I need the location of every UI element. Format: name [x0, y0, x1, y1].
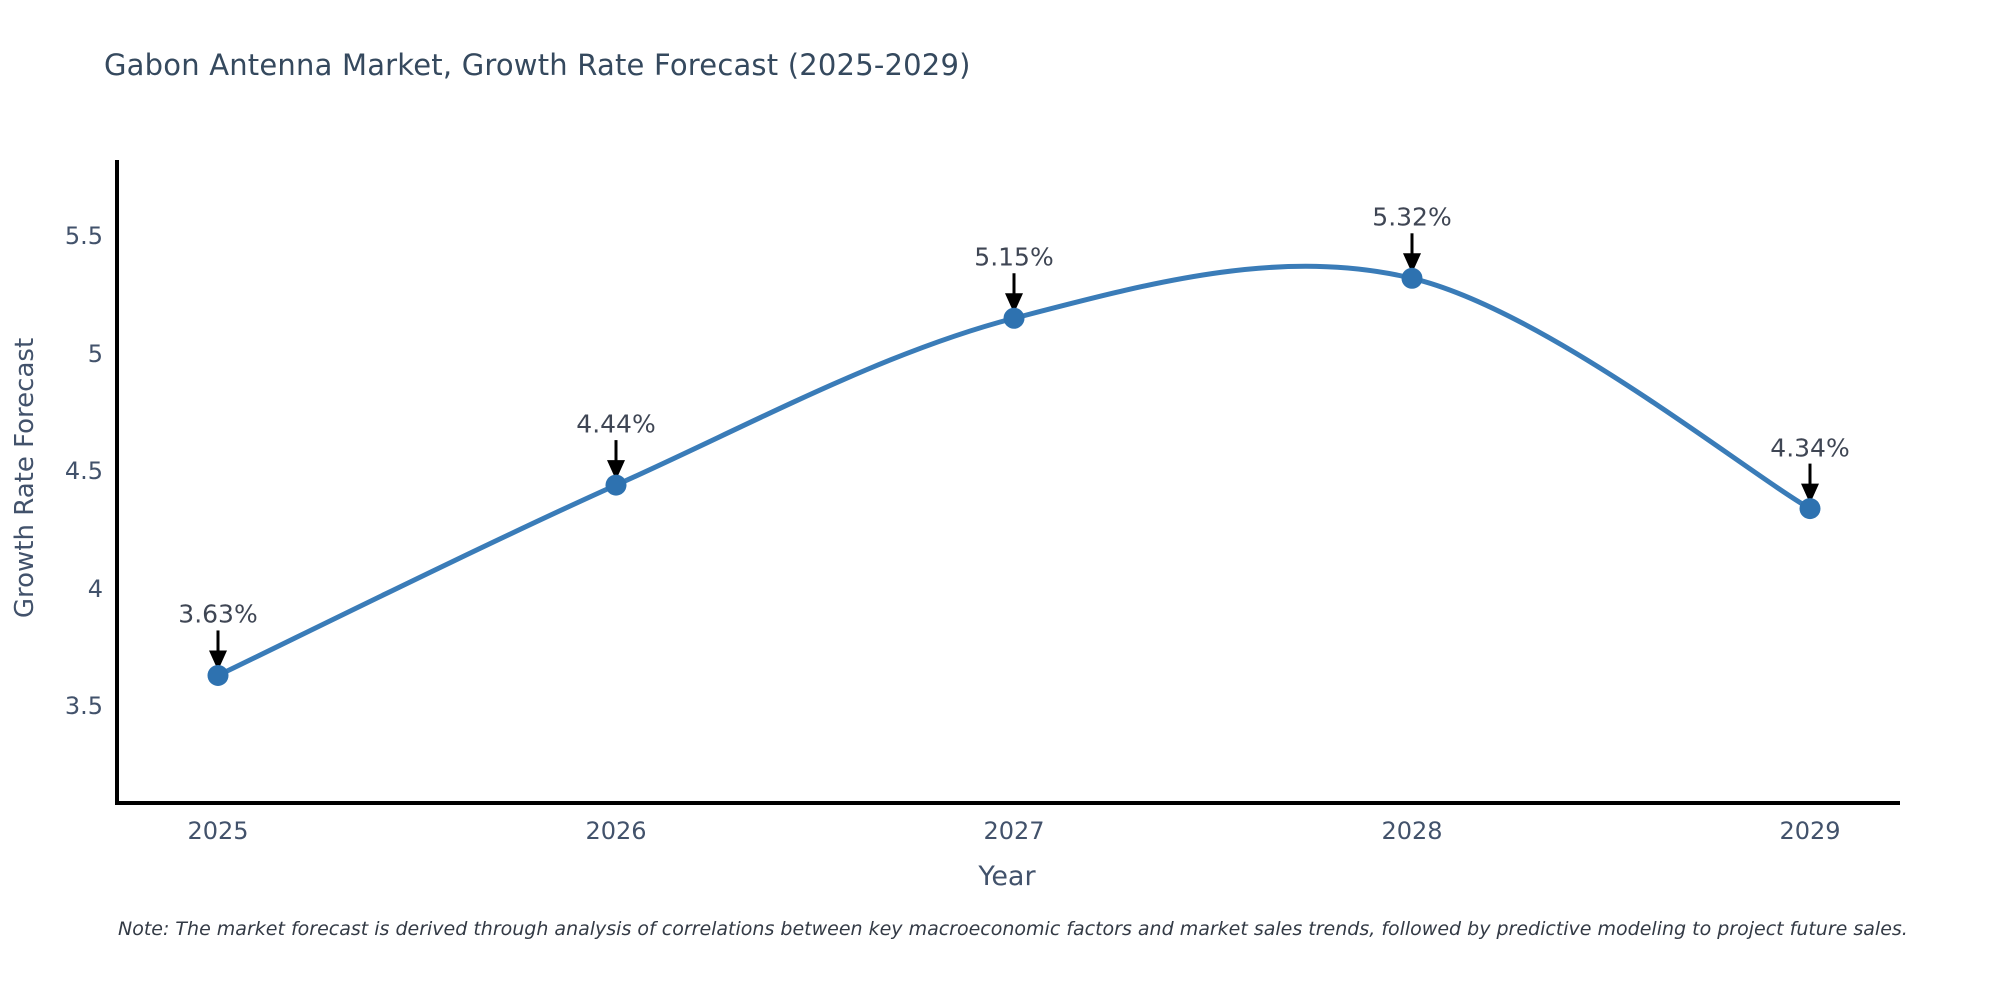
y-tick-label: 4: [87, 574, 103, 603]
data-point-marker[interactable]: [207, 664, 229, 686]
data-point-marker[interactable]: [1003, 307, 1025, 329]
annotation-arrow-head: [1403, 253, 1421, 274]
x-tick-label: 2026: [585, 817, 647, 845]
x-tick-label: 2029: [1779, 817, 1841, 845]
y-tick-label: 4.5: [64, 457, 103, 485]
data-point-marker[interactable]: [1799, 498, 1821, 520]
point-value-label: 4.44%: [576, 409, 656, 439]
annotation-arrow-head: [1801, 483, 1819, 504]
x-tick-label: 2028: [1381, 817, 1443, 845]
y-tick-label: 5: [87, 339, 103, 368]
point-value-label: 4.34%: [1770, 433, 1850, 463]
point-value-label: 5.32%: [1372, 202, 1452, 232]
y-axis-title: Growth Rate Forecast: [10, 337, 40, 619]
chart-title: Gabon Antenna Market, Growth Rate Foreca…: [104, 48, 971, 82]
data-point-marker[interactable]: [1401, 267, 1423, 289]
annotation-arrow-head: [1005, 293, 1023, 314]
footnote: Note: The market forecast is derived thr…: [118, 918, 1908, 940]
x-tick-label: 2025: [187, 817, 249, 845]
y-tick-label: 5.5: [64, 222, 103, 250]
annotation-arrow-head: [209, 650, 227, 671]
annotation-arrow-head: [607, 460, 625, 481]
data-point-marker[interactable]: [605, 474, 627, 496]
y-tick-label: 3.5: [64, 692, 103, 720]
x-axis-title: Year: [978, 861, 1036, 892]
point-value-label: 5.15%: [974, 242, 1054, 272]
point-value-label: 3.63%: [178, 599, 258, 629]
x-tick-label: 2027: [983, 817, 1045, 845]
